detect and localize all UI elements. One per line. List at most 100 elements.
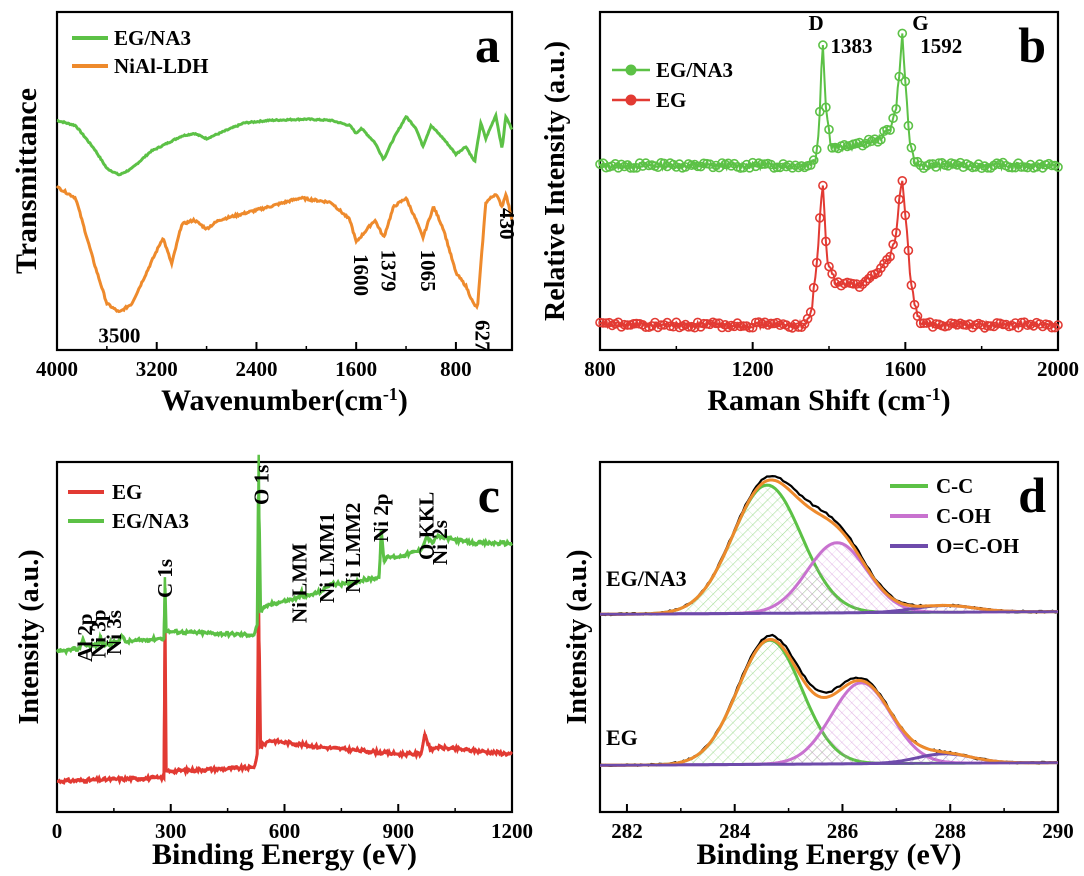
peak-label: 627: [470, 320, 494, 352]
x-tick-label: 1600: [335, 357, 377, 381]
data-point: [814, 213, 825, 223]
x-tick-label: 1200: [491, 819, 533, 843]
data-point: [637, 161, 648, 171]
data-point: [818, 40, 828, 50]
legend-label: EG/NA3: [656, 58, 733, 82]
data-point: [998, 319, 1008, 330]
data-point: [827, 269, 837, 279]
peak-label: O KKL: [415, 492, 439, 560]
data-point: [634, 158, 645, 168]
panel-c-xps-survey-chart: 0 300 600 900 1200 Binding Energy (eV) Intensi…: [14, 454, 533, 871]
axes-frame: [55, 10, 514, 352]
data-point: [1022, 162, 1033, 173]
x-axis-label-sup: -1: [383, 384, 398, 404]
peak-label: Ni LMM: [288, 543, 312, 623]
legend-label: EG: [112, 480, 142, 504]
data-point: [1007, 162, 1018, 173]
data-point: [628, 163, 639, 173]
legend-label: NiAl-LDH: [114, 54, 209, 78]
data-point: [805, 160, 816, 170]
data-point: [897, 176, 908, 186]
series-line-eg-na3: [56, 110, 514, 177]
panel-b-raman-chart: 800 1200 1600 2000 Raman Shift (cm-1) Relativ…: [540, 10, 1079, 417]
x-tick-label: 300: [155, 819, 187, 843]
legend-label: C-C: [936, 474, 973, 498]
data-point: [934, 158, 944, 168]
peak-label: 3500: [98, 323, 140, 347]
data-point: [799, 319, 810, 329]
data-point: [854, 137, 865, 148]
peak-label: 1065: [416, 250, 440, 292]
peak-label: 1379: [377, 250, 401, 292]
data-point: [640, 322, 651, 333]
x-tick-label: 288: [934, 819, 966, 843]
panel-label: b: [1018, 17, 1046, 73]
data-point: [918, 318, 929, 329]
legend-label: O=C-OH: [936, 534, 1019, 558]
data-point: [1047, 160, 1057, 171]
component-crosshatch: [600, 682, 1058, 766]
data-point: [805, 307, 816, 317]
data-point: [885, 125, 895, 135]
data-point: [906, 280, 917, 291]
x-tick-label: 284: [719, 819, 751, 843]
data-point: [982, 163, 993, 173]
data-point: [970, 162, 981, 172]
data-point: [808, 282, 819, 293]
data-point: [854, 282, 865, 293]
panel-label: a: [475, 17, 500, 73]
x-axis-label: Binding Energy (eV): [152, 838, 417, 871]
x-tick-label: 2000: [1037, 357, 1079, 381]
data-point: [891, 227, 902, 238]
data-point: [827, 143, 837, 153]
panel-a-ftir-chart: 4000 3200 2400 1600 800 Wavenumber(cm-1) Trans…: [10, 10, 519, 417]
data-point: [811, 144, 822, 155]
x-axis-label: Binding Energy (eV): [696, 838, 961, 871]
legend-marker: [625, 64, 637, 76]
data-point: [1053, 162, 1063, 172]
x-tick-label: 282: [611, 819, 643, 843]
component-crosshatch: [600, 485, 1058, 615]
peak-label: 430: [495, 208, 519, 240]
peak-label: Ni 3s: [102, 610, 126, 655]
data-point: [598, 318, 608, 328]
peak-label: O 1s: [250, 465, 274, 505]
panel-label: c: [478, 467, 500, 523]
x-tick-label: 2400: [235, 357, 277, 381]
data-point: [756, 159, 767, 169]
peak-label: Ni 2p: [369, 494, 393, 542]
fit-envelope-line: [600, 637, 1058, 767]
data-point: [680, 162, 691, 172]
y-axis-label: Intensity (a.u.): [562, 549, 593, 724]
data-point: [744, 322, 755, 333]
x-tick-label: 1600: [884, 357, 926, 381]
peak-label: Ni 2s: [428, 520, 452, 565]
x-tick-label: 1200: [732, 357, 774, 381]
x-tick-label: 900: [383, 819, 415, 843]
x-axis-label-close: ): [941, 384, 951, 417]
data-point: [900, 210, 911, 221]
peak-label: Ni LMM1: [315, 513, 339, 603]
data-point: [683, 321, 694, 332]
peak-label: Ni 3p: [87, 610, 111, 658]
panel-d-xps-c1s-chart: 282 284 286 288 290 Binding Energy (eV) Intens…: [562, 460, 1074, 871]
data-point: [924, 317, 935, 328]
x-tick-label: 4000: [36, 357, 78, 381]
x-axis-label-sup: -1: [926, 384, 941, 404]
data-point: [824, 124, 834, 135]
data-point: [998, 157, 1008, 168]
legend-label: EG/NA3: [114, 26, 191, 50]
data-point: [656, 320, 666, 330]
panel-label: d: [1018, 467, 1046, 523]
axes-frame: [598, 460, 1060, 814]
data-point: [976, 319, 987, 330]
peak-label: 1600: [349, 254, 373, 296]
x-tick-label: 0: [52, 819, 63, 843]
x-tick-label: 800: [584, 357, 616, 381]
legend-marker: [625, 94, 637, 106]
peak-label: Al 2p: [73, 614, 97, 662]
series-line-nial-ldh: [55, 185, 514, 314]
data-point: [927, 159, 938, 169]
data-point: [821, 236, 831, 247]
